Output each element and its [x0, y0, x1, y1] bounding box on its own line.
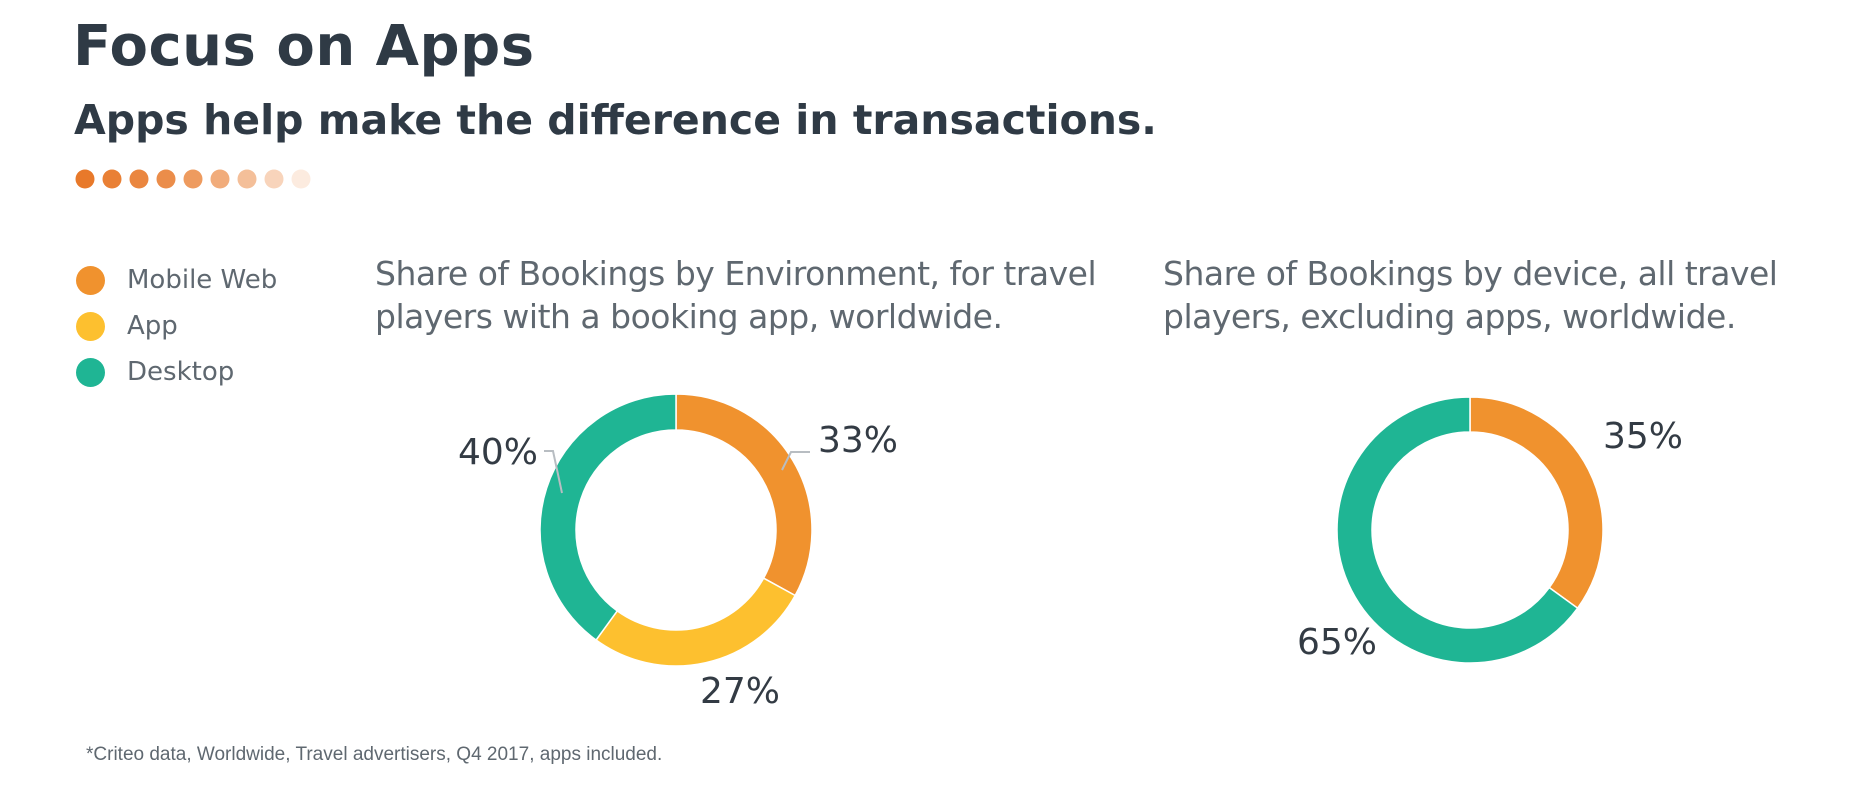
chart-1-title-line-2: players with a booking app, worldwide. — [375, 297, 1003, 336]
legend-label-desktop: Desktop — [127, 357, 235, 387]
chart-1-data-label-app: 27% — [700, 671, 780, 712]
decorative-dot — [291, 169, 311, 189]
chart-2-data-label-desktop: 65% — [1297, 622, 1377, 663]
legend-item-desktop: Desktop — [76, 349, 277, 395]
chart-1-title: Share of Bookings by Environment, for tr… — [375, 252, 1135, 338]
chart-2-slice-mobile-web — [1469, 396, 1604, 610]
legend-label-app: App — [127, 311, 178, 341]
legend-item-mobile-web: Mobile Web — [76, 257, 277, 303]
decorative-dot — [210, 169, 230, 189]
legend-swatch-mobile-web — [76, 265, 105, 295]
decorative-dot — [102, 169, 122, 189]
chart-2-title: Share of Bookings by device, all travel … — [1163, 252, 1865, 338]
decorative-dot — [183, 169, 203, 189]
chart-2-slice-desktop — [1336, 396, 1579, 664]
chart-1-leader-line-desktop — [544, 450, 563, 494]
chart-1-data-label-desktop: 40% — [458, 432, 538, 473]
chart-2-title-line-1: Share of Bookings by device, all travel — [1163, 254, 1778, 293]
legend-swatch-app — [76, 311, 105, 341]
decorative-dot — [264, 169, 284, 189]
footnote: *Criteo data, Worldwide, Travel advertis… — [86, 744, 663, 765]
decorative-dot — [156, 169, 176, 189]
decorative-dot-row — [75, 169, 311, 189]
legend-swatch-desktop — [76, 357, 105, 387]
page-title: Focus on Apps — [73, 14, 535, 79]
chart-1-title-line-1: Share of Bookings by Environment, for tr… — [375, 254, 1097, 293]
page-subtitle: Apps help make the difference in transac… — [74, 96, 1157, 144]
chart-legend: Mobile Web App Desktop — [76, 257, 277, 395]
chart-1-slice-desktop — [539, 393, 677, 642]
chart-1-slice-mobile-web — [675, 393, 813, 597]
chart-2-data-label-mobile-web: 35% — [1603, 416, 1683, 457]
chart-2-title-line-2: players, excluding apps, worldwide. — [1163, 297, 1736, 336]
chart-1-data-label-mobile-web: 33% — [818, 420, 898, 461]
legend-item-app: App — [76, 303, 277, 349]
decorative-dot — [129, 169, 149, 189]
chart-1-leader-line-mobile-web — [781, 451, 810, 471]
legend-label-mobile-web: Mobile Web — [127, 265, 278, 295]
decorative-dot — [237, 169, 257, 189]
decorative-dot — [75, 169, 95, 189]
